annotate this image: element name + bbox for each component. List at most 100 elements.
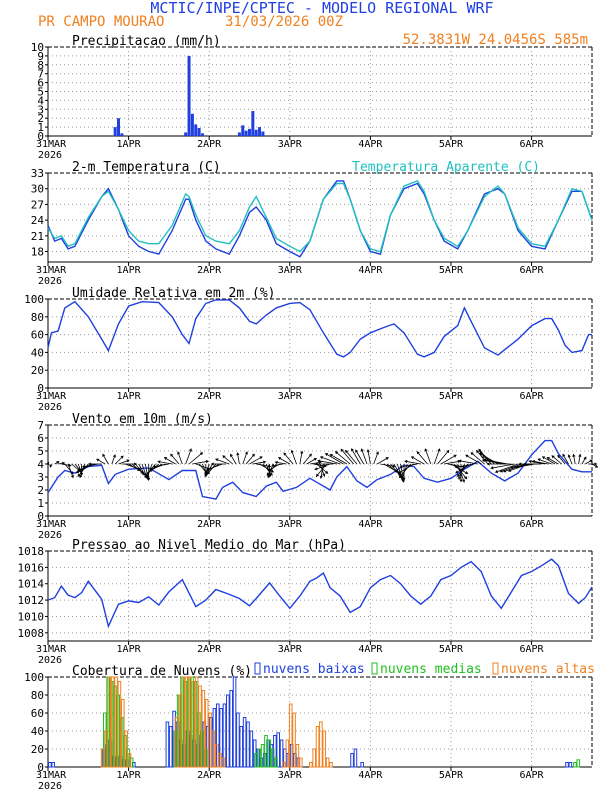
temp-x-tick-label: 2APR [197, 265, 222, 276]
wind-arrow [245, 453, 255, 465]
wind-arrow [206, 463, 223, 471]
rh-x-year-label: 2026 [38, 402, 62, 413]
cloud-bar [246, 721, 250, 768]
cloud-bar [181, 676, 186, 768]
wind-arrow [456, 463, 469, 477]
wind-arrow [236, 452, 240, 465]
wind-arrow [366, 448, 371, 465]
wind-arrow [229, 453, 237, 465]
wind-arrow [494, 463, 519, 473]
wind-arrow [54, 461, 60, 465]
wind-arrow [271, 463, 284, 468]
pressure-y-tick-label: 1010 [18, 610, 45, 623]
cloud-bar [201, 690, 206, 768]
rh-title: Umidade Relativa em 2m (%) [72, 286, 276, 301]
clouds-x-tick-label: 3APR [278, 770, 303, 781]
wind-y-tick-label: 1 [37, 497, 44, 510]
cloud-bar [322, 730, 327, 768]
rh-y-tick-label: 40 [31, 346, 44, 359]
clouds-x-tick-label: 31MAR [36, 770, 67, 781]
cloud-bar [168, 726, 173, 768]
wind-arrow [324, 453, 344, 465]
temp-y-tick-label: 30 [31, 183, 44, 196]
wind-arrow [424, 448, 432, 465]
wind-arrow [483, 458, 509, 465]
wind-arrow [440, 454, 457, 465]
wind-arrow [249, 456, 263, 465]
wind-arrow [399, 463, 418, 469]
rh-y-tick-label: 80 [31, 311, 44, 324]
wind-arrow [277, 457, 290, 465]
precip-x-tick-label: 2APR [197, 139, 222, 150]
wind-arrow [416, 451, 428, 465]
cloud-bar [232, 676, 237, 768]
rh-series-line [47, 299, 592, 358]
clouds-panel: 31MAR 1APR 2APR 3APR 4APR 5APR 6APR 2026 0 20 40 60… [24, 662, 595, 792]
clouds-y-tick-label: 20 [31, 743, 44, 756]
wind-y-tick-label: 2 [37, 484, 44, 497]
precip-y-tick-label: 3 [37, 103, 44, 116]
wind-arrow [222, 455, 233, 465]
wind-arrow [177, 451, 183, 465]
cloud-bar [204, 699, 209, 768]
precip-y-tick-label: 6 [37, 77, 44, 90]
wind-y-tick-label: 6 [37, 432, 44, 445]
wind-arrow [210, 462, 226, 466]
precip-y-tick-label: 4 [37, 94, 44, 107]
cloud-legend-label: nuvens medias [380, 662, 482, 677]
cloud-bar [114, 676, 118, 768]
temp-panel: 31MAR 1APR 2APR 3APR 4APR 5APR 6APR 2026 18 21 24 2… [31, 160, 593, 287]
rh-y-tick-label: 20 [31, 364, 44, 377]
wind-panel: 31MAR 1APR 2APR 3APR 4APR 5APR 6APR 2026 0123456… [36, 412, 599, 541]
cloud-bar [198, 685, 202, 768]
precip-y-tick-label: 10 [31, 41, 44, 54]
precip-y-tick-label: 7 [37, 68, 44, 81]
cloud-bar [48, 762, 52, 768]
rh-y-tick-label: 60 [31, 329, 44, 342]
precip-bar [200, 133, 204, 136]
cloud-bar [51, 762, 56, 768]
wind-arrow [274, 460, 287, 465]
wind-arrow [470, 452, 485, 465]
wind-arrow [458, 459, 478, 465]
pressure-panel: 31MAR 1APR 2APR 3APR 4APR 5APR 6APR 2026 1008 101… [18, 538, 593, 666]
wind-arrow [355, 449, 365, 465]
precip-panel: 31MAR 1APR 2APR 3APR 4APR 5APR 6APR 2026 0123456… [31, 34, 593, 161]
clouds-x-tick-label: 5APR [439, 770, 464, 781]
cloud-bar [215, 744, 219, 768]
header: MCTIC/INPE/CPTEC - MODELO REGIONAL WRF P… [38, 0, 588, 48]
cloud-legend-label: nuvens altas [501, 662, 595, 677]
cloud-bar [298, 757, 303, 768]
precip-bar [258, 127, 262, 136]
precip-y-tick-label: 9 [37, 50, 44, 63]
temp-y-tick-label: 24 [31, 214, 45, 227]
cloud-bar [242, 717, 247, 768]
wind-arrow [345, 449, 358, 465]
wind-arrow [157, 460, 173, 465]
temp-x-tick-label: 31MAR [36, 265, 67, 276]
cloud-bar [165, 721, 170, 768]
cloud-bar [285, 739, 290, 768]
pressure-x-tick-label: 31MAR [36, 644, 67, 655]
wind-arrow [252, 460, 267, 465]
clouds-x-tick-label: 4APR [358, 770, 383, 781]
wind-arrow [455, 463, 472, 474]
temp-legend: Temperatura Aparente (C) [352, 160, 540, 175]
wind-arrow [306, 457, 318, 465]
wind-x-tick-label: 2APR [197, 519, 222, 530]
pressure-x-tick-label: 3APR [278, 644, 303, 655]
wind-x-year-label: 2026 [38, 530, 62, 541]
run-label: 31/03/2026 00Z [225, 14, 343, 30]
wind-x-tick-label: 6APR [520, 519, 545, 530]
wind-arrow [373, 451, 379, 465]
cloud-bar [257, 748, 262, 768]
wind-arrow [531, 460, 549, 465]
temp-x-tick-label: 5APR [439, 265, 464, 276]
pressure-x-year-label: 2026 [38, 655, 62, 666]
cloud-bar [191, 681, 196, 768]
wind-title: Vento em 10m (m/s) [72, 412, 213, 427]
wind-arrow [302, 453, 312, 465]
clouds-y-tick-label: 0 [37, 761, 44, 774]
wind-arrow [551, 455, 563, 465]
pressure-series-line [47, 558, 593, 629]
